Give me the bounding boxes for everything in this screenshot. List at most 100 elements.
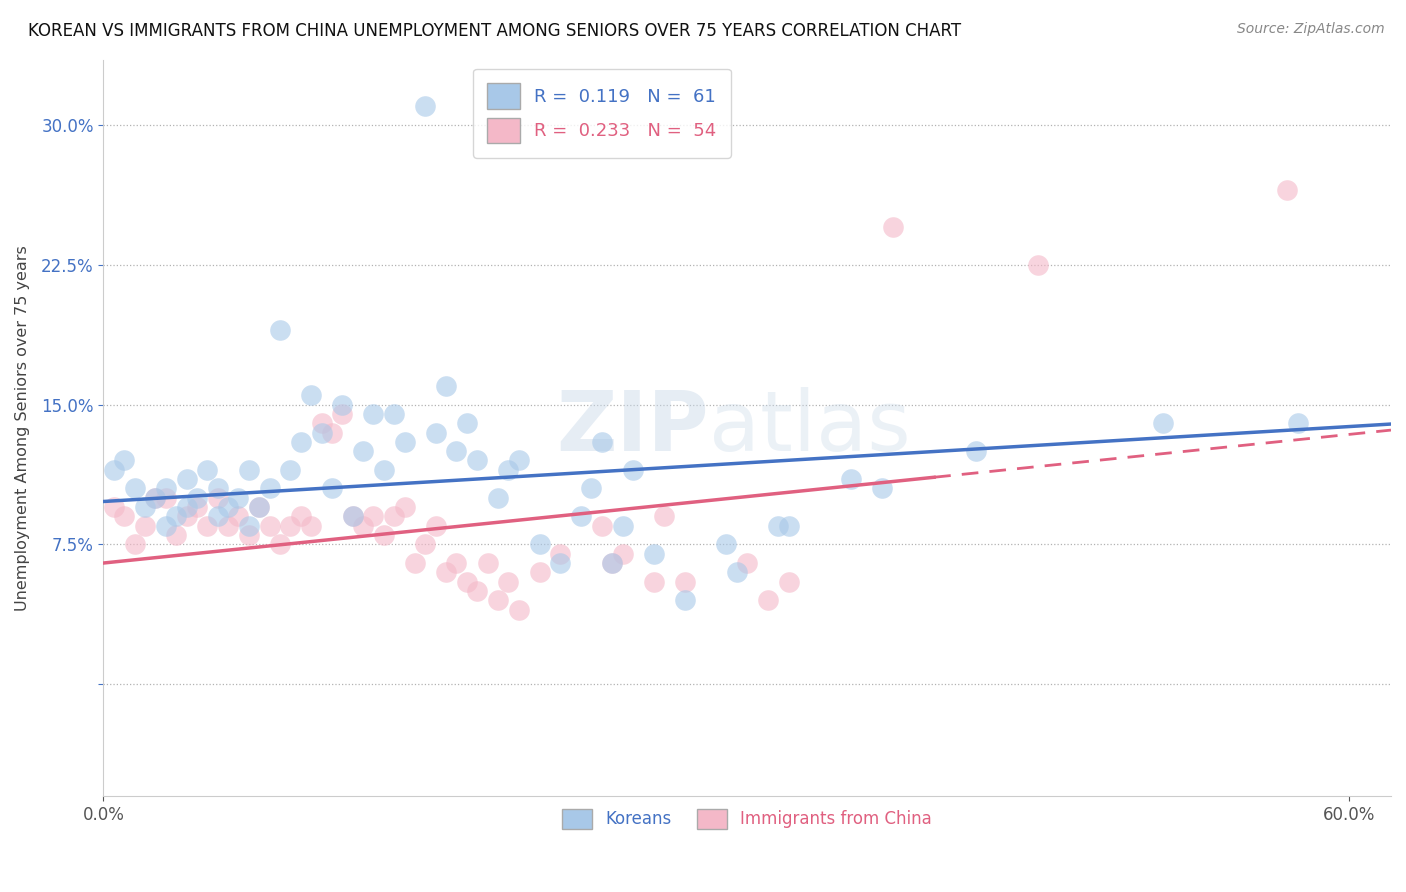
Point (228, 509, 250, 524)
Point (373, 528, 395, 542)
Point (839, 472, 862, 486)
Point (363, 407, 385, 421)
Point (870, 482, 893, 496)
Point (247, 500, 270, 514)
Point (643, 574, 665, 589)
Point (756, 593, 779, 607)
Point (238, 528, 260, 542)
Point (195, 518, 218, 533)
Point (176, 500, 198, 514)
Point (112, 509, 135, 524)
Point (342, 509, 364, 524)
Point (612, 547, 634, 561)
Y-axis label: Unemployment Among Seniors over 75 years: Unemployment Among Seniors over 75 years (15, 245, 30, 611)
Point (155, 482, 177, 496)
Point (498, 574, 520, 589)
Point (591, 434, 613, 449)
Point (486, 491, 509, 505)
Point (425, 425, 447, 440)
Point (477, 556, 499, 570)
Point (290, 434, 312, 449)
Point (155, 518, 177, 533)
Point (342, 509, 364, 524)
Point (330, 407, 353, 421)
Point (446, 444, 468, 458)
Point (882, 220, 904, 235)
Point (207, 482, 229, 496)
Point (465, 584, 488, 599)
Point (207, 491, 229, 505)
Point (145, 491, 167, 505)
Point (415, 537, 437, 551)
Point (529, 566, 551, 580)
Point (238, 518, 260, 533)
Point (195, 463, 218, 477)
Point (238, 463, 260, 477)
Point (311, 425, 333, 440)
Point (643, 547, 665, 561)
Point (382, 509, 405, 524)
Point (124, 482, 146, 496)
Point (217, 518, 239, 533)
Point (321, 425, 343, 440)
Point (550, 547, 572, 561)
Point (134, 518, 156, 533)
Point (529, 537, 551, 551)
Point (299, 518, 322, 533)
Point (1275, 183, 1298, 197)
Point (735, 556, 758, 570)
Point (673, 574, 696, 589)
Point (373, 463, 395, 477)
Point (1026, 258, 1049, 272)
Point (965, 444, 987, 458)
Point (259, 482, 281, 496)
Point (465, 453, 488, 467)
Point (247, 500, 270, 514)
Legend: Koreans, Immigrants from China: Koreans, Immigrants from China (555, 802, 939, 836)
Point (217, 500, 239, 514)
Point (591, 518, 613, 533)
Point (581, 482, 603, 496)
Point (311, 416, 333, 430)
Point (621, 463, 644, 477)
Point (1286, 416, 1309, 430)
Point (269, 537, 291, 551)
Text: ZIP: ZIP (557, 387, 709, 468)
Point (176, 472, 198, 486)
Point (1152, 416, 1174, 430)
Point (145, 491, 167, 505)
Point (434, 566, 457, 580)
Point (186, 500, 208, 514)
Point (382, 407, 405, 421)
Point (165, 528, 187, 542)
Point (165, 509, 187, 524)
Point (321, 482, 343, 496)
Point (673, 593, 696, 607)
Point (394, 434, 416, 449)
Point (425, 518, 447, 533)
Point (352, 444, 374, 458)
Point (394, 500, 416, 514)
Point (112, 453, 135, 467)
Point (508, 602, 530, 616)
Point (652, 509, 675, 524)
Point (207, 509, 229, 524)
Point (550, 556, 572, 570)
Point (508, 453, 530, 467)
Point (155, 491, 177, 505)
Point (778, 518, 800, 533)
Point (486, 593, 509, 607)
Point (299, 388, 322, 402)
Point (569, 509, 592, 524)
Point (725, 566, 748, 580)
Point (363, 509, 385, 524)
Point (103, 463, 125, 477)
Point (404, 556, 426, 570)
Point (280, 518, 302, 533)
Point (434, 379, 457, 393)
Point (134, 500, 156, 514)
Point (415, 99, 437, 113)
Point (352, 518, 374, 533)
Point (186, 491, 208, 505)
Point (456, 416, 478, 430)
